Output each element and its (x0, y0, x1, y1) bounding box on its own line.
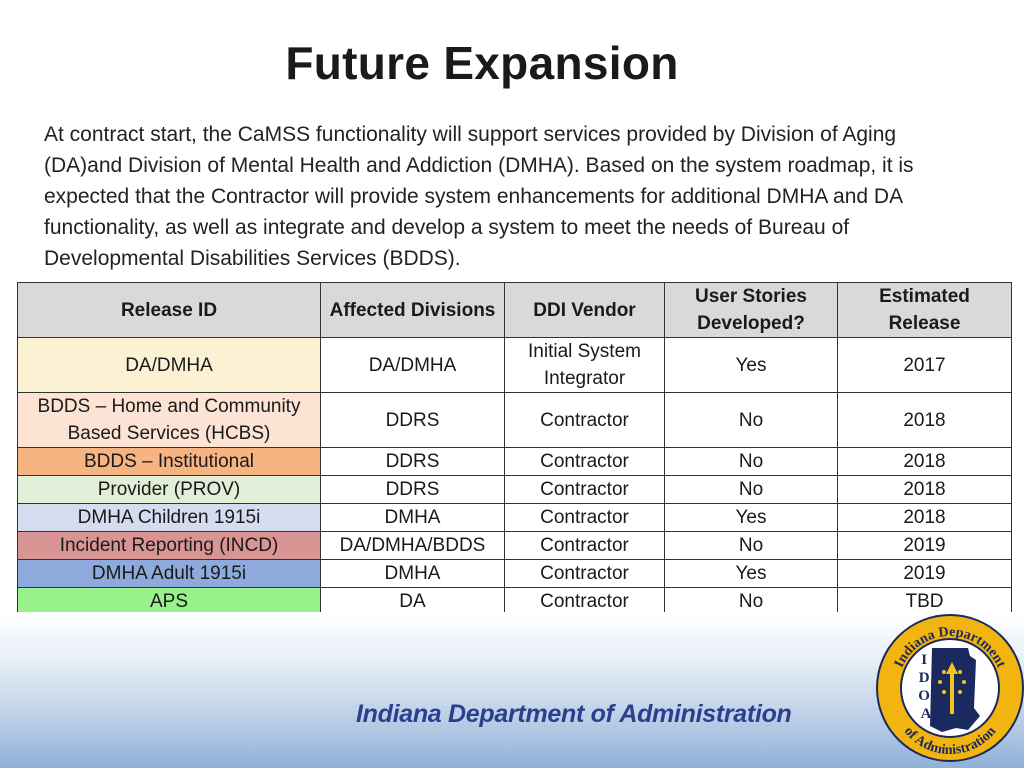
slide-title: Future Expansion (285, 37, 679, 89)
stories-cell: Yes (664, 559, 838, 588)
footer-band (0, 612, 1024, 768)
divisions-cell: DMHA (320, 559, 505, 588)
seal-letter-i: I (921, 652, 927, 668)
table-row: DA/DMHA DA/DMHA Initial System Integrato… (17, 337, 1012, 393)
divisions-cell: DA/DMHA (320, 337, 505, 393)
table-row: Provider (PROV) DDRS Contractor No 2018 (17, 475, 1012, 504)
table-header-row: Release ID Affected Divisions DDI Vendor… (17, 282, 1012, 338)
release-id-cell: BDDS – Home and Community Based Services… (17, 392, 321, 448)
stories-cell: No (664, 447, 838, 476)
divisions-cell: DDRS (320, 392, 505, 448)
seal-letter-o: O (918, 688, 930, 704)
header-ddi-vendor: DDI Vendor (504, 282, 665, 338)
vendor-cell: Initial System Integrator (504, 337, 665, 393)
estimate-cell: 2018 (837, 447, 1012, 476)
estimate-cell: 2019 (837, 559, 1012, 588)
estimate-cell: 2017 (837, 337, 1012, 393)
vendor-cell: Contractor (504, 447, 665, 476)
divisions-cell: DMHA (320, 503, 505, 532)
idoa-seal-logo: I D O A Indiana Department of Administra… (876, 614, 1024, 762)
estimate-cell: TBD (837, 587, 1012, 616)
table-row: Incident Reporting (INCD) DA/DMHA/BDDS C… (17, 531, 1012, 560)
release-id-cell: DA/DMHA (17, 337, 321, 393)
header-estimated-release: Estimated Release (837, 282, 1012, 338)
header-affected-divisions: Affected Divisions (320, 282, 505, 338)
table-row: BDDS – Home and Community Based Services… (17, 392, 1012, 448)
stories-cell: No (664, 531, 838, 560)
vendor-cell: Contractor (504, 531, 665, 560)
divisions-cell: DDRS (320, 447, 505, 476)
divisions-cell: DA/DMHA/BDDS (320, 531, 505, 560)
release-id-cell: DMHA Adult 1915i (17, 559, 321, 588)
vendor-cell: Contractor (504, 503, 665, 532)
release-table: Release ID Affected Divisions DDI Vendor… (17, 282, 1012, 616)
estimate-cell: 2018 (837, 475, 1012, 504)
release-id-cell: Provider (PROV) (17, 475, 321, 504)
stories-cell: Yes (664, 337, 838, 393)
stories-cell: No (664, 587, 838, 616)
table-row: APS DA Contractor No TBD (17, 587, 1012, 616)
stories-cell: Yes (664, 503, 838, 532)
table-row: BDDS – Institutional DDRS Contractor No … (17, 447, 1012, 476)
vendor-cell: Contractor (504, 475, 665, 504)
table-row: DMHA Children 1915i DMHA Contractor Yes … (17, 503, 1012, 532)
release-id-cell: BDDS – Institutional (17, 447, 321, 476)
estimate-cell: 2018 (837, 392, 1012, 448)
stories-cell: No (664, 475, 838, 504)
svg-text:I D O A: I D O A (918, 652, 933, 722)
estimate-cell: 2019 (837, 531, 1012, 560)
vendor-cell: Contractor (504, 392, 665, 448)
seal-letter-a: A (921, 706, 932, 722)
estimate-cell: 2018 (837, 503, 1012, 532)
seal-letter-d: D (919, 670, 930, 686)
header-user-stories: User Stories Developed? (664, 282, 838, 338)
agency-name: Indiana Department of Administration (356, 700, 792, 728)
header-release-id: Release ID (17, 282, 321, 338)
table-row: DMHA Adult 1915i DMHA Contractor Yes 201… (17, 559, 1012, 588)
vendor-cell: Contractor (504, 559, 665, 588)
release-id-cell: Incident Reporting (INCD) (17, 531, 321, 560)
stories-cell: No (664, 392, 838, 448)
release-id-cell: DMHA Children 1915i (17, 503, 321, 532)
divisions-cell: DDRS (320, 475, 505, 504)
release-id-cell: APS (17, 587, 321, 616)
intro-paragraph: At contract start, the CaMSS functionali… (44, 123, 914, 270)
